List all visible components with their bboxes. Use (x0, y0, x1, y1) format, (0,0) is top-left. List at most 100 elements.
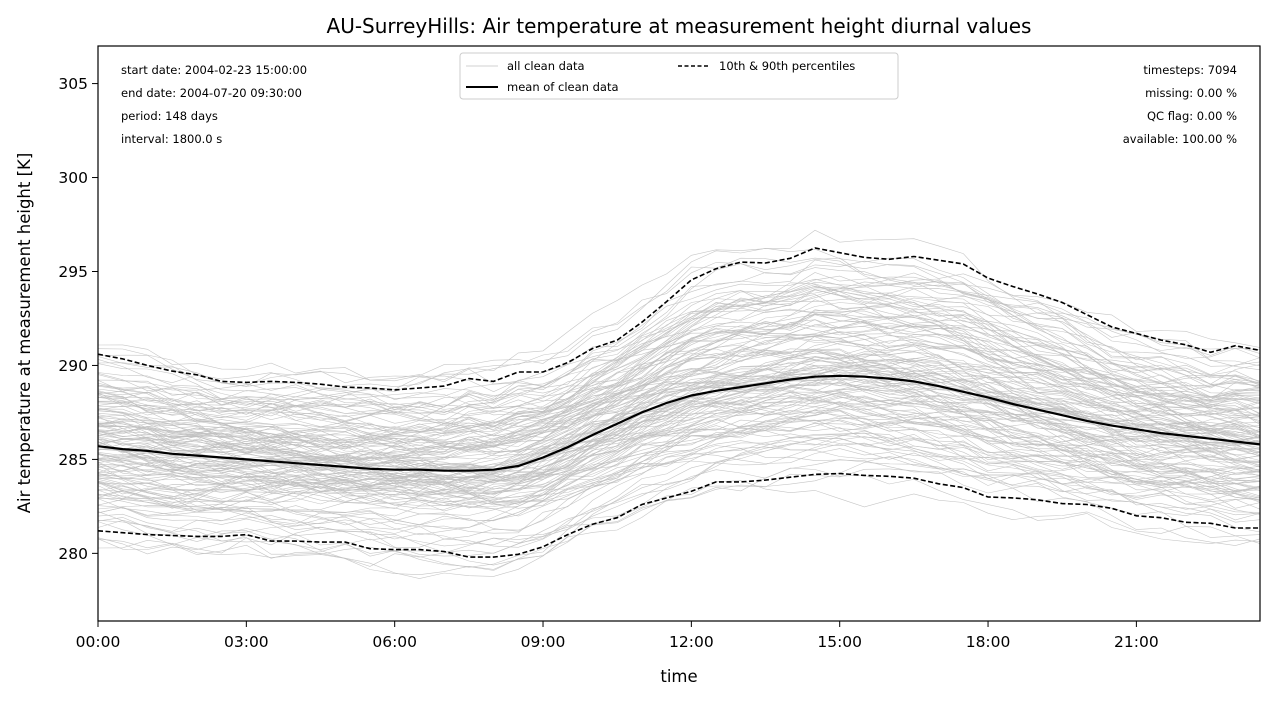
clean-data-line (98, 445, 1260, 511)
clean-data-line (98, 301, 1260, 457)
x-tick-label: 21:00 (1114, 633, 1159, 651)
clean-data-line (98, 364, 1260, 487)
axes-frame (97, 45, 1261, 622)
clean-data-line (98, 365, 1260, 472)
clean-data-line (98, 323, 1260, 479)
clean-data-line (98, 350, 1260, 481)
stats-right: timesteps: 7094 missing: 0.00 % QC flag:… (1123, 63, 1237, 146)
clean-data-line (98, 295, 1260, 408)
mean-line-group (98, 374, 1260, 472)
stat-period: period: 148 days (121, 109, 218, 123)
clean-data-line (98, 456, 1260, 571)
clean-data-line (98, 368, 1260, 447)
clean-data-line (98, 392, 1260, 509)
clean-data-line (98, 436, 1260, 547)
clean-data-line (98, 375, 1260, 489)
stat-timesteps: timesteps: 7094 (1143, 63, 1237, 77)
percentile-90-line (98, 247, 1260, 391)
clean-data-line (98, 284, 1260, 437)
clean-data-line (98, 247, 1260, 421)
clean-data-line (98, 416, 1260, 506)
clean-data-line (98, 406, 1260, 485)
clean-data-line (98, 363, 1260, 480)
clean-data-line (98, 385, 1260, 536)
legend: all clean data mean of clean data 10th &… (459, 52, 899, 100)
clean-data-line (98, 281, 1260, 417)
x-tick-label: 09:00 (521, 633, 566, 651)
x-tick-label: 15:00 (817, 633, 862, 651)
clean-data-line (98, 305, 1260, 414)
legend-box (459, 52, 899, 100)
clean-data-line (98, 376, 1260, 459)
clean-data-line (98, 448, 1260, 555)
x-tick-label: 18:00 (966, 633, 1011, 651)
stat-end-date: end date: 2004-07-20 09:30:00 (121, 86, 302, 100)
clean-data-line (98, 432, 1260, 567)
y-axis-ticks: 280 285 290 295 300 305 (58, 75, 98, 563)
stat-start-date: start date: 2004-02-23 15:00:00 (121, 63, 307, 77)
clean-data-line (98, 359, 1260, 474)
all-clean-data-lines (98, 229, 1260, 579)
y-tick-label: 280 (58, 545, 88, 563)
y-tick-label: 295 (58, 263, 88, 281)
clean-data-line (98, 356, 1260, 470)
clean-data-line (98, 290, 1260, 394)
clean-data-line (98, 366, 1260, 491)
clean-data-line (98, 366, 1260, 490)
percentile-lines (98, 247, 1260, 558)
clean-data-line (98, 430, 1260, 557)
clean-data-line (98, 312, 1260, 429)
stat-qc-flag: QC flag: 0.00 % (1147, 109, 1237, 123)
percentile-10-line (98, 472, 1260, 558)
y-tick-label: 290 (58, 357, 88, 375)
clean-data-line (98, 411, 1260, 530)
clean-data-line (98, 391, 1260, 498)
y-tick-label: 305 (58, 75, 88, 93)
clean-data-line (98, 302, 1260, 452)
x-tick-label: 03:00 (224, 633, 269, 651)
clean-data-line (98, 432, 1260, 510)
clean-data-line (98, 442, 1260, 559)
clean-data-line (98, 438, 1260, 509)
clean-data-line (98, 305, 1260, 445)
clean-data-line (98, 392, 1260, 510)
x-axis-ticks: 00:00 03:00 06:00 09:00 12:00 15:00 18:00 21:00 (76, 621, 1159, 651)
stat-missing: missing: 0.00 % (1145, 86, 1237, 100)
clean-data-line (98, 281, 1260, 443)
clean-data-line (98, 322, 1260, 457)
clean-data-line (98, 349, 1260, 459)
clean-data-line (98, 285, 1260, 409)
clean-data-line (98, 335, 1260, 443)
clean-data-line (98, 267, 1260, 415)
stat-interval: interval: 1800.0 s (121, 132, 222, 146)
clean-data-line (98, 229, 1260, 405)
legend-label-all-clean: all clean data (507, 59, 585, 73)
y-tick-label: 300 (58, 169, 88, 187)
clean-data-line (98, 396, 1260, 525)
clean-data-line (98, 388, 1260, 492)
clean-data-line (98, 353, 1260, 427)
clean-data-line (98, 334, 1260, 476)
legend-label-percentiles: 10th & 90th percentiles (719, 59, 855, 73)
clean-data-line (98, 373, 1260, 496)
clean-data-line (98, 307, 1260, 406)
clean-data-line (98, 365, 1260, 472)
clean-data-line (98, 357, 1260, 503)
clean-data-line (98, 312, 1260, 455)
clean-data-line (98, 405, 1260, 495)
clean-data-line (98, 425, 1260, 509)
clean-data-line (98, 379, 1260, 458)
clean-data-line (98, 410, 1260, 482)
chart-title: AU-SurreyHills: Air temperature at measu… (327, 14, 1032, 38)
legend-label-mean: mean of clean data (507, 80, 619, 94)
clean-data-line (98, 288, 1260, 450)
y-axis-label: Air temperature at measurement height [K… (15, 153, 34, 514)
clean-data-line (98, 344, 1260, 451)
clean-data-line (98, 272, 1260, 414)
clean-data-line (98, 384, 1260, 503)
clean-data-line (98, 373, 1260, 495)
clean-data-line (98, 416, 1260, 521)
clean-data-line (98, 401, 1260, 529)
clean-data-line (98, 322, 1260, 469)
clean-data-line (98, 272, 1260, 421)
